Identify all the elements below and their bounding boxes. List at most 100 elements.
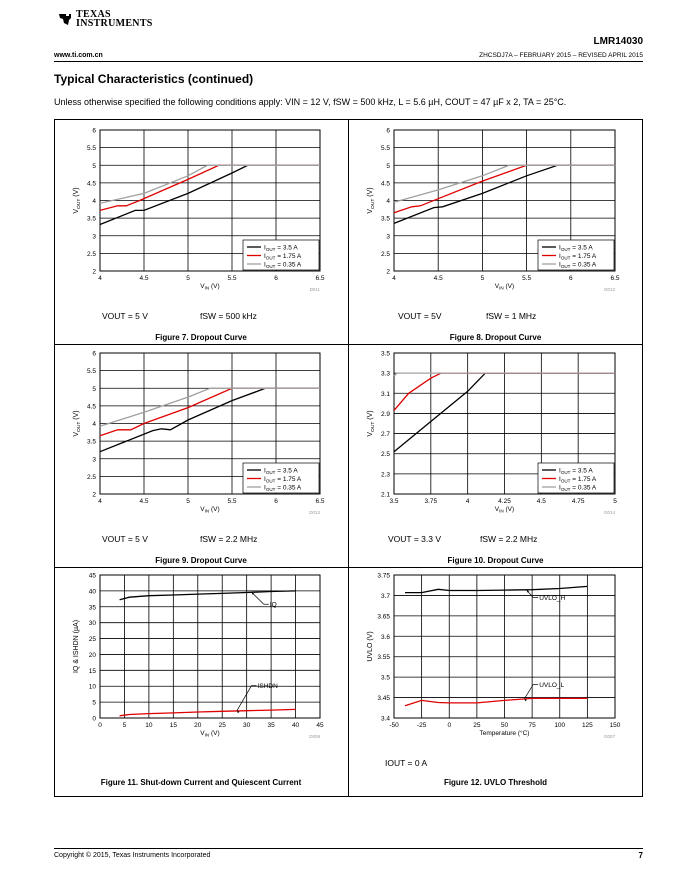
x-tick-label: 0 [447,722,451,729]
y-tick-label: 5 [92,386,96,393]
x-tick-label: 4 [98,498,102,505]
x-axis-label: VIN (V) [495,506,514,514]
y-tick-label: 3.55 [377,654,390,661]
x-tick-label: 100 [554,722,565,729]
x-tick-label: 150 [610,722,621,729]
figure-code: D012 [604,287,615,292]
series-line [405,585,588,594]
series-line [99,387,320,427]
footer-rule [54,848,643,849]
callout-label: ISHDN [258,683,279,690]
x-axis-label: VIN (V) [200,506,219,514]
legend-label: IOUT = 1.75 A [264,476,302,484]
series-line [99,387,320,437]
callout-label: IQ [270,602,277,609]
x-tick-label: 6.5 [315,498,324,505]
y-tick-label: 2 [386,269,390,276]
x-tick-label: 3.5 [389,498,398,505]
figure-condition: VOUT = 3.3 V [388,534,441,544]
website-link[interactable]: www.ti.com.cn [54,52,103,59]
x-tick-label: 25 [219,722,227,729]
x-tick-label: -25 [417,722,427,729]
y-tick-label: 3.75 [377,573,390,580]
y-tick-label: 3.5 [381,216,390,223]
x-tick-label: 20 [194,722,202,729]
x-tick-label: 6.5 [610,275,619,282]
callout-arrow [526,590,530,593]
x-tick-label: 6 [569,275,573,282]
x-tick-label: 10 [145,722,153,729]
x-tick-label: 5 [186,498,190,505]
figure-condition: fSW = 2.2 MHz [480,534,538,544]
legend-label: IOUT = 0.35 A [559,261,597,269]
series-line [393,164,615,214]
y-tick-label: 6 [92,128,96,135]
figure-condition: fSW = 500 kHz [200,311,257,321]
y-tick-label: 3 [92,233,96,240]
x-tick-label: 4 [466,498,470,505]
logo-line1: TEXAS [76,9,111,20]
figure-code: D007 [604,734,615,739]
figure-code: D011 [310,287,321,292]
y-tick-label: 4.5 [381,180,390,187]
series-line [404,697,588,707]
series-line [119,708,296,717]
x-axis-label: VIN (V) [200,283,219,291]
x-tick-label: 5 [613,498,617,505]
x-tick-label: 125 [582,722,593,729]
chart-fig10: 2.1 2.3 2.5 2.7 2.9 3.1 3.3 3.5 3.5 3.75 4 4.25 4.5 4… [367,351,617,516]
x-tick-label: 6 [274,498,278,505]
page-number: 7 [638,851,643,860]
y-tick-label: 3.5 [381,351,390,358]
figure-code: D008 [309,734,320,739]
legend-label: IOUT = 0.35 A [264,484,302,492]
plot-frame [393,352,616,495]
x-axis-label: VIN (V) [495,283,514,291]
ti-logo-text: TEXAS INSTRUMENTS [76,9,153,29]
copyright: Copyright © 2015, Texas Instruments Inco… [54,852,211,859]
x-tick-label: 6.5 [315,275,324,282]
callout-line [236,685,252,711]
figure-caption: Figure 8. Dropout Curve [449,333,542,342]
y-tick-label: 2.5 [381,451,390,458]
figure-grid-row-divider [54,344,643,345]
y-tick-label: 10 [89,684,97,691]
x-tick-label: 4.5 [139,498,148,505]
figure-condition: IOUT = 0 A [385,758,428,768]
chart-fig11: 0 5 10 15 20 25 30 35 40 45 0 5 10 15 20 25 30 35 40 45 VIN … [73,573,324,740]
header-rule [54,61,643,62]
chart-fig9: 2 2.5 3 3.5 4 4.5 5 5.5 6 4 4.5 5 5.5 6 6.5 VIN (V) VOUT… [73,351,325,516]
figure-condition: VOUT = 5 V [102,311,148,321]
y-tick-label: 5 [92,163,96,170]
plot-frame [99,574,321,719]
y-tick-label: 2.7 [381,431,390,438]
series-line [119,590,296,601]
legend-label: IOUT = 0.35 A [264,261,302,269]
legend-label: IOUT = 1.75 A [559,476,597,484]
document-id: ZHCSDJ7A – FEBRUARY 2015 – REVISED APRIL… [479,52,643,59]
ti-logo-icon [59,14,71,25]
section-conditions: Unless otherwise specified the following… [54,97,567,107]
series-line [99,164,320,212]
x-tick-label: 30 [243,722,251,729]
legend-label: IOUT = 0.35 A [559,484,597,492]
y-tick-label: 5.5 [87,145,96,152]
series-line [393,372,615,377]
y-axis-label: VOUT (V) [367,187,376,213]
y-tick-label: 5 [92,700,96,707]
y-tick-label: 4.5 [87,180,96,187]
x-tick-label: 45 [316,722,324,729]
figure-condition: fSW = 1 MHz [486,311,537,321]
y-tick-label: 3.7 [381,593,390,600]
legend-label: IOUT = 1.75 A [264,253,302,261]
y-tick-label: 5.5 [381,145,390,152]
y-tick-label: 4.5 [87,403,96,410]
x-tick-label: 4.5 [139,275,148,282]
figure-grid-divider [348,119,349,797]
x-tick-label: 4.25 [498,498,511,505]
y-tick-label: 3.3 [381,371,390,378]
x-tick-label: 35 [267,722,275,729]
x-tick-label: 3.75 [425,498,438,505]
y-tick-label: 0 [92,716,96,723]
y-tick-label: 3.65 [377,613,390,620]
